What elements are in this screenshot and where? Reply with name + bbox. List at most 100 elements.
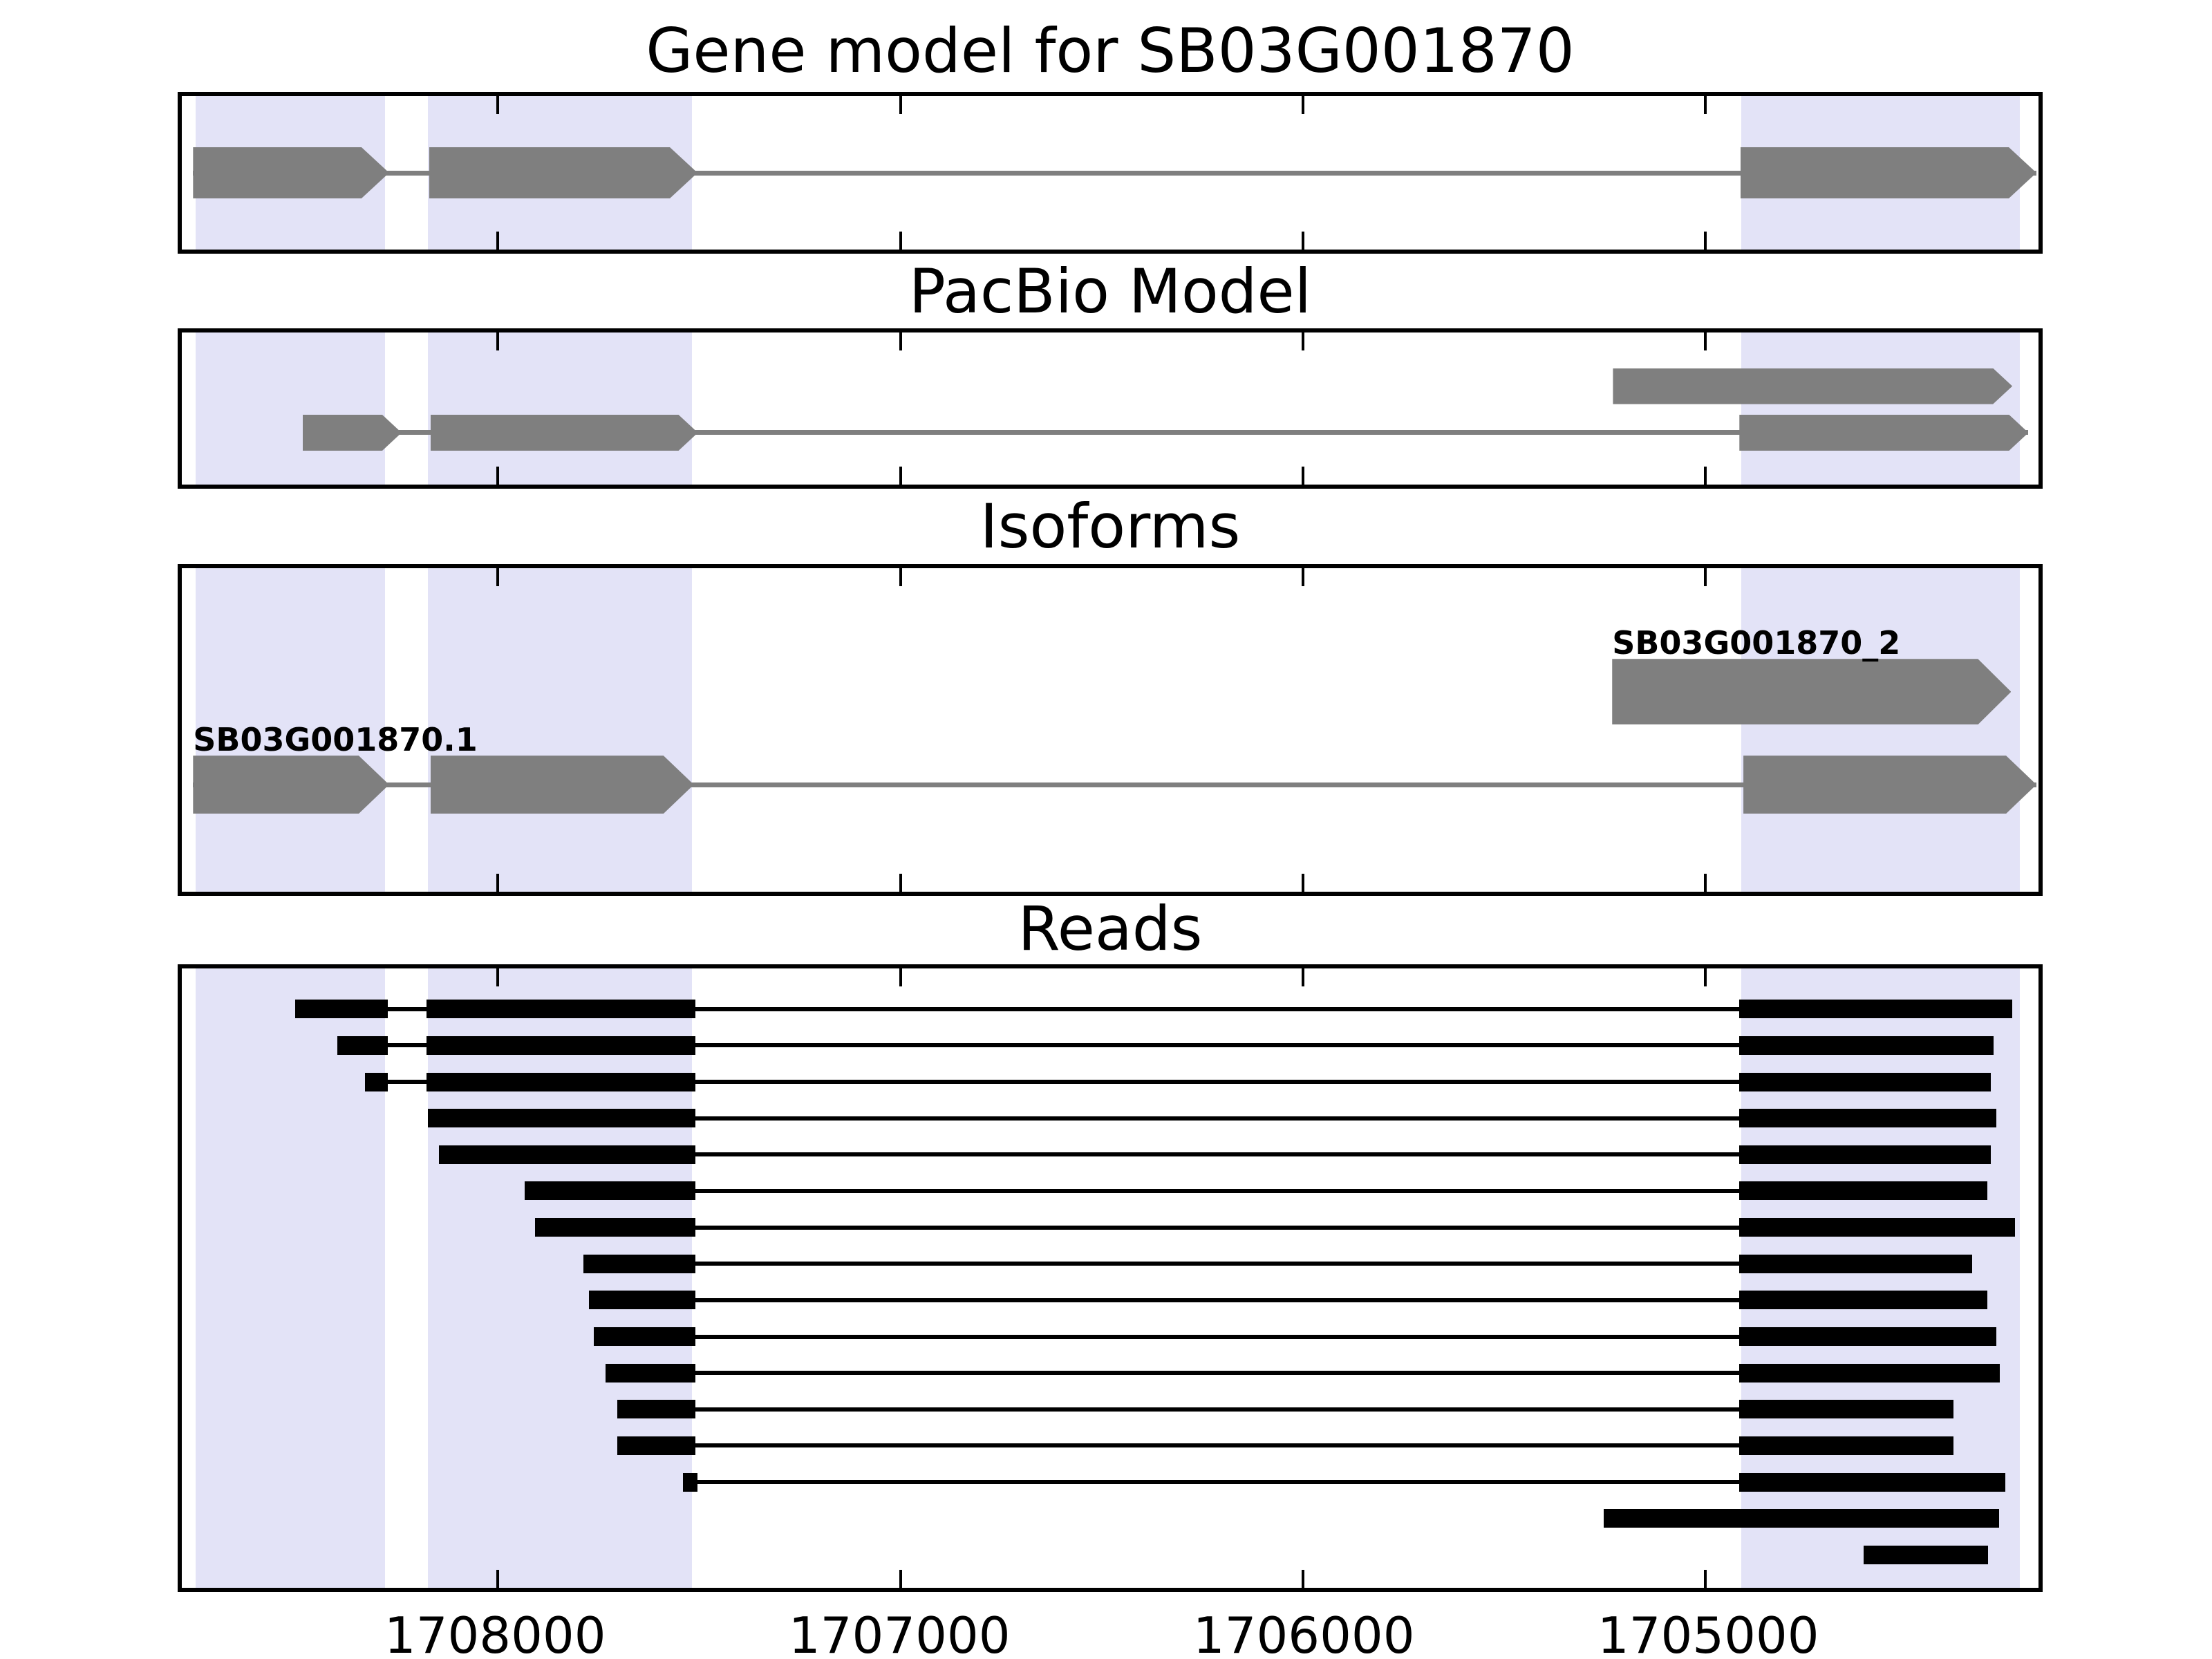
panel-gene-model (178, 92, 2043, 254)
read-segment (1739, 1145, 1991, 1164)
x-tick-label: 1705000 (1597, 1606, 1819, 1659)
x-tick-label: 1706000 (1192, 1606, 1415, 1659)
read-segment (617, 1436, 696, 1455)
exon-arrow (193, 147, 389, 198)
intron-line (193, 170, 2037, 176)
exon-arrow (429, 147, 697, 198)
read-segment (534, 1218, 696, 1237)
panel-title-gene-model: Gene model for SB03G001870 (646, 15, 1575, 86)
read-segment (525, 1181, 696, 1201)
read-segment (1739, 1363, 2000, 1382)
axis-tick (899, 96, 902, 114)
read-intron-line (364, 1080, 1991, 1085)
read-intron-line (683, 1480, 2006, 1485)
highlight-band (1741, 968, 2021, 1588)
read-intron-line (583, 1262, 1972, 1266)
read-segment (337, 1035, 388, 1055)
read-intron-line (588, 1297, 1988, 1302)
panel-pacbio-model (178, 328, 2043, 489)
axis-tick (1301, 332, 1304, 350)
read-intron-line (337, 1043, 1994, 1048)
intron-line (302, 430, 2029, 435)
exon-arrow (1739, 415, 2028, 451)
read-segment (1604, 1509, 2000, 1528)
read-intron-line (427, 1116, 1997, 1121)
highlight-band (195, 568, 386, 892)
axis-tick (899, 232, 902, 250)
highlight-band (427, 968, 692, 1588)
isoform-label: SB03G001870.1 (193, 721, 478, 759)
read-segment (1739, 1072, 1991, 1091)
axis-tick (496, 874, 500, 892)
read-segment (1739, 1327, 1997, 1347)
read-segment (583, 1254, 696, 1273)
read-segment (1863, 1545, 1989, 1564)
read-segment (426, 1000, 696, 1019)
read-segment (294, 1000, 388, 1019)
highlight-band (427, 332, 692, 485)
axis-tick (496, 332, 500, 350)
axis-tick (1704, 232, 1707, 250)
exon-arrow (193, 756, 389, 814)
read-intron-line (438, 1152, 1991, 1157)
read-segment (617, 1400, 696, 1419)
axis-tick (496, 968, 500, 986)
read-segment (593, 1327, 696, 1347)
exon-arrow (1743, 756, 2036, 814)
x-tick-label: 1707000 (788, 1606, 1011, 1659)
x-tick-label: 1708000 (384, 1606, 606, 1659)
axis-tick (1301, 968, 1304, 986)
x-axis-labels: 1708000 1707000 1706000 1705000 (178, 1606, 2043, 1659)
read-segment (1739, 1181, 1988, 1201)
axis-tick (496, 96, 500, 114)
axis-tick (1704, 467, 1707, 485)
read-intron-line (294, 1006, 2013, 1011)
read-intron-line (617, 1407, 1954, 1412)
exon-arrow (431, 415, 698, 451)
read-intron-line (617, 1443, 1954, 1448)
read-segment (426, 1035, 696, 1055)
read-intron-line (605, 1371, 2000, 1376)
exon-arrow (431, 756, 694, 814)
read-segment (1739, 1436, 1954, 1455)
highlight-band (427, 568, 692, 892)
axis-tick (899, 568, 902, 586)
exon-arrow (1612, 659, 2011, 724)
panel-title-reads: Reads (1018, 893, 1203, 964)
axis-tick (496, 467, 500, 485)
read-segment (1739, 1254, 1972, 1273)
read-segment (364, 1072, 388, 1091)
axis-tick (1301, 467, 1304, 485)
exon-arrow (1741, 147, 2036, 198)
read-intron-line (593, 1334, 1997, 1339)
read-segment (1739, 1000, 2013, 1019)
highlight-band (195, 332, 386, 485)
isoform-label: SB03G001870_2 (1612, 624, 1901, 662)
highlight-band (1741, 332, 2021, 485)
axis-tick (1704, 968, 1707, 986)
panel-title-isoforms: Isoforms (980, 491, 1241, 562)
axis-tick (1301, 232, 1304, 250)
axis-tick (496, 1570, 500, 1588)
read-segment (605, 1363, 696, 1382)
read-segment (1739, 1218, 2016, 1237)
panel-title-pacbio-model: PacBio Model (908, 256, 1312, 327)
read-segment (1739, 1291, 1988, 1310)
axis-tick (1301, 568, 1304, 586)
axis-tick (496, 232, 500, 250)
read-segment (427, 1109, 696, 1128)
axis-tick (899, 874, 902, 892)
read-segment (1739, 1400, 1954, 1419)
intron-line (193, 782, 2037, 787)
read-intron-line (525, 1188, 1988, 1193)
read-segment (683, 1472, 698, 1492)
read-segment (426, 1072, 696, 1091)
axis-tick (1301, 1570, 1304, 1588)
highlight-band (195, 968, 386, 1588)
axis-tick (899, 467, 902, 485)
read-segment (588, 1291, 696, 1310)
read-segment (1739, 1472, 2006, 1492)
axis-tick (1301, 96, 1304, 114)
exon-arrow (1613, 368, 2012, 404)
axis-tick (1704, 1570, 1707, 1588)
